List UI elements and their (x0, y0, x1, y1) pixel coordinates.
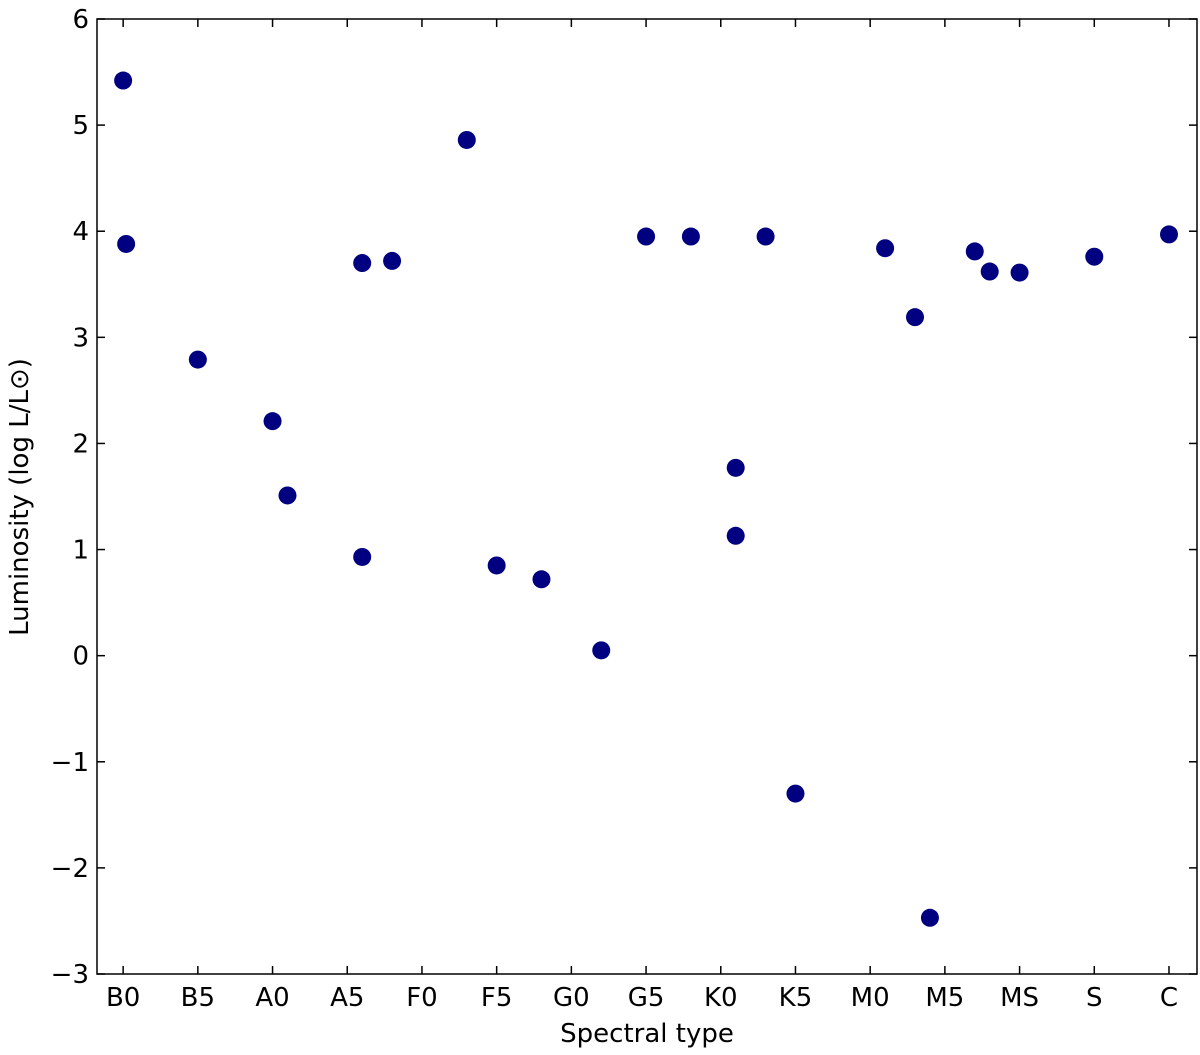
y-tick-label: 5 (72, 111, 89, 141)
point (681, 227, 700, 246)
y-tick-label: 1 (72, 536, 89, 566)
x-tick-label: B5 (181, 983, 215, 1013)
y-tick-label: 0 (72, 642, 89, 672)
point (1085, 247, 1104, 266)
point (637, 227, 656, 246)
point (353, 254, 372, 273)
point (726, 458, 745, 477)
x-tick-label: S (1086, 983, 1103, 1013)
x-tick-label: F0 (406, 983, 438, 1013)
x-tick-label: F5 (481, 983, 513, 1013)
point (188, 350, 207, 369)
x-tick-label: K0 (704, 983, 738, 1013)
point (756, 227, 775, 246)
x-tick-label: B0 (106, 983, 140, 1013)
point (1010, 263, 1029, 282)
y-axis-label: Luminosity (log L/L⊙) (5, 358, 35, 636)
point (532, 570, 551, 589)
point (114, 71, 133, 90)
y-tick-label: 4 (72, 217, 89, 247)
point (876, 239, 895, 258)
point (905, 308, 924, 327)
point (278, 486, 297, 505)
y-tick-label: 3 (72, 323, 89, 353)
point (487, 556, 506, 575)
point (353, 547, 372, 566)
point (457, 130, 476, 149)
y-tick-label: −1 (51, 748, 89, 778)
plot-frame (96, 18, 1198, 975)
point (980, 262, 999, 281)
point (117, 234, 136, 253)
x-tick-label: G5 (628, 983, 665, 1013)
y-tick-label: −2 (51, 854, 89, 884)
point (726, 526, 745, 545)
y-tick-label: 6 (72, 5, 89, 35)
y-tick-label: 2 (72, 429, 89, 459)
point (786, 784, 805, 803)
point (263, 412, 282, 431)
point (1159, 225, 1178, 244)
point (592, 641, 611, 660)
y-tick-label: −3 (51, 960, 89, 990)
x-axis-label: Spectral type (560, 1019, 734, 1049)
x-tick-label: A0 (255, 983, 289, 1013)
x-tick-label: G0 (553, 983, 590, 1013)
x-tick-label: A5 (330, 983, 364, 1013)
x-tick-label: K5 (779, 983, 813, 1013)
point (920, 908, 939, 927)
point (965, 242, 984, 261)
x-tick-label: M5 (925, 983, 964, 1013)
x-tick-label: M0 (851, 983, 890, 1013)
point (383, 251, 402, 270)
x-tick-label: C (1160, 983, 1178, 1013)
x-tick-label: MS (1000, 983, 1039, 1013)
